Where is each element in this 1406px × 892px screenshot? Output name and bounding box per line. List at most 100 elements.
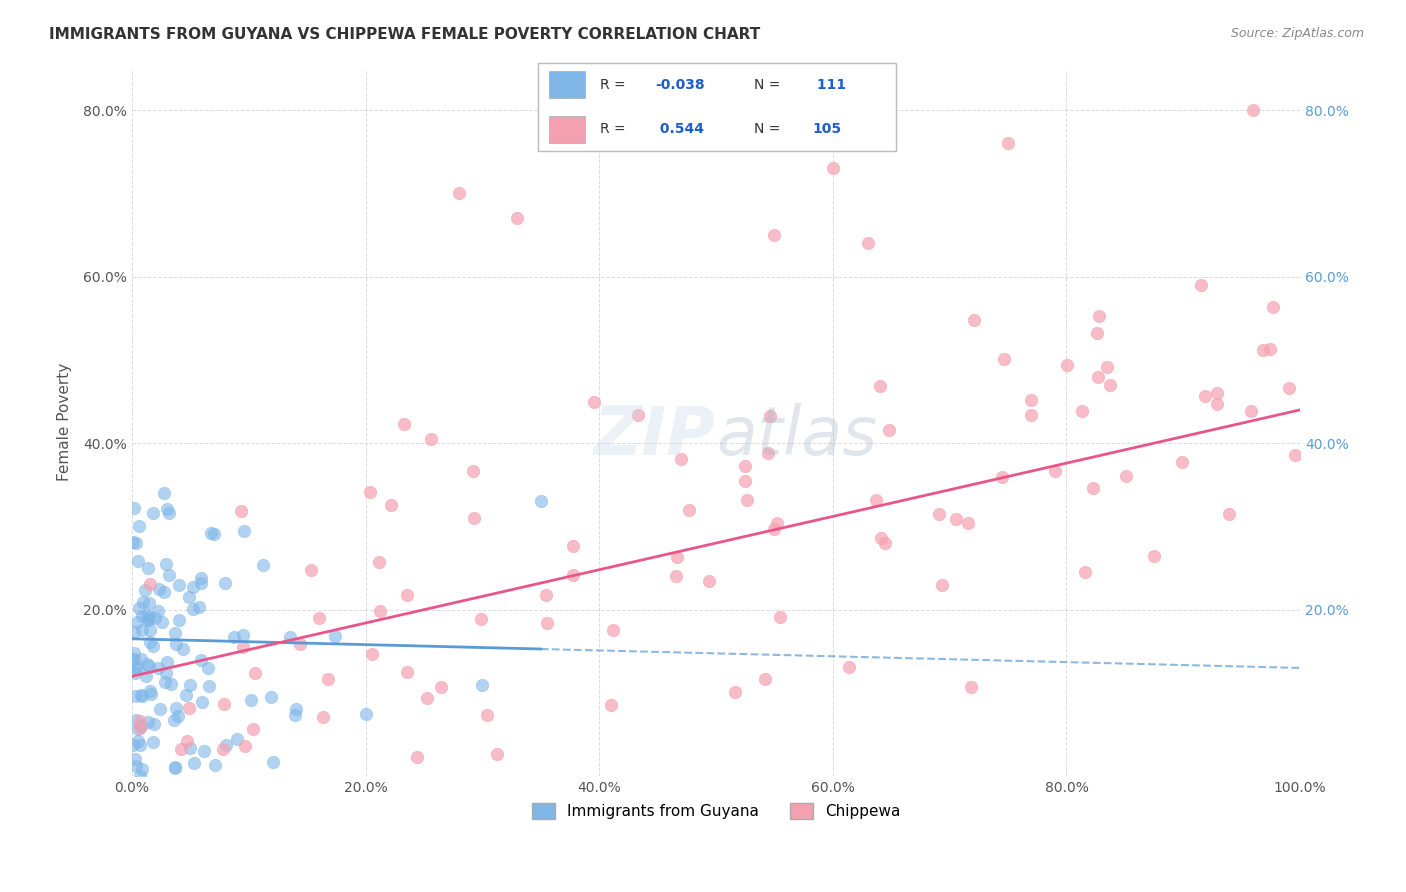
Point (735, 492, 758, 507)
Point (222, 630, 245, 644)
Point (869, 379, 891, 393)
Point (122, 652, 145, 666)
Point (724, 685, 747, 699)
Point (129, 714, 152, 729)
Point (754, 672, 776, 686)
Point (179, 700, 201, 714)
Point (142, 735, 165, 749)
Point (252, 558, 274, 573)
Point (821, 161, 844, 176)
Point (155, 665, 177, 680)
Point (204, 757, 226, 772)
Point (124, 689, 146, 703)
Point (214, 697, 236, 711)
Point (308, 611, 330, 625)
Point (124, 666, 146, 681)
Point (284, 708, 307, 723)
Point (530, 494, 553, 508)
Point (449, 186, 471, 201)
Point (1240, 404, 1263, 418)
Point (127, 722, 149, 736)
Point (1258, 343, 1281, 357)
Point (756, 445, 779, 459)
Point (233, 739, 256, 753)
Text: 105: 105 (813, 122, 841, 136)
Point (181, 580, 204, 594)
Point (138, 612, 160, 626)
Point (138, 659, 160, 673)
Point (697, 574, 720, 588)
Point (148, 604, 170, 618)
Point (157, 567, 180, 582)
Point (165, 637, 187, 651)
Point (190, 653, 212, 667)
Point (128, 601, 150, 615)
Point (262, 755, 284, 769)
Point (131, 651, 153, 665)
Point (475, 708, 498, 723)
Point (240, 693, 263, 707)
Point (242, 722, 264, 736)
Point (762, 522, 785, 536)
Point (193, 744, 215, 758)
Point (136, 715, 159, 730)
Point (226, 732, 249, 747)
Point (170, 742, 193, 756)
Text: 0.544: 0.544 (655, 122, 704, 136)
Point (665, 569, 688, 583)
Point (125, 536, 148, 550)
Point (128, 721, 150, 735)
Point (155, 502, 177, 516)
Point (960, 680, 983, 694)
Point (316, 672, 339, 686)
Point (392, 417, 415, 431)
Point (190, 575, 212, 590)
Point (260, 690, 283, 705)
Point (233, 524, 256, 538)
Point (149, 702, 172, 716)
Point (1087, 326, 1109, 340)
Point (395, 665, 418, 680)
Point (1241, 103, 1264, 117)
Point (486, 747, 509, 761)
Point (135, 669, 157, 683)
Point (122, 646, 145, 660)
Point (232, 628, 254, 642)
Point (135, 657, 157, 671)
Point (602, 623, 624, 637)
Point (122, 624, 145, 639)
Point (962, 313, 984, 327)
Point (957, 516, 980, 530)
Point (1097, 360, 1119, 375)
Point (536, 588, 558, 602)
Point (1261, 300, 1284, 314)
Point (420, 432, 443, 446)
Point (150, 615, 173, 629)
Point (380, 498, 402, 512)
Point (536, 616, 558, 631)
Point (142, 639, 165, 653)
Point (179, 678, 201, 692)
Point (172, 642, 194, 657)
Point (215, 738, 238, 752)
Point (1206, 397, 1229, 411)
Text: -0.038: -0.038 (655, 78, 704, 92)
Point (179, 590, 201, 604)
Point (127, 554, 149, 568)
Point (290, 637, 312, 651)
Point (142, 717, 165, 731)
Point (991, 470, 1014, 484)
Point (165, 701, 187, 715)
Point (463, 464, 485, 478)
Point (463, 511, 485, 525)
Point (134, 583, 156, 598)
Point (163, 761, 186, 775)
Point (766, 516, 789, 531)
Point (1218, 508, 1240, 522)
Point (129, 719, 152, 733)
Point (231, 504, 253, 518)
Point (1071, 404, 1094, 418)
Point (124, 714, 146, 728)
Point (299, 563, 322, 577)
Point (163, 626, 186, 640)
